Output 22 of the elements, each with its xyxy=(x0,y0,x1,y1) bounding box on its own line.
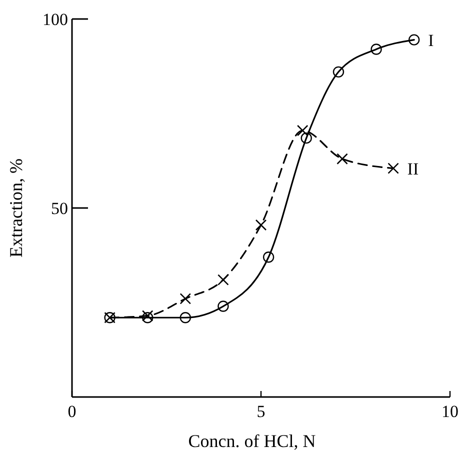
point xyxy=(336,153,348,165)
point xyxy=(408,34,420,46)
point xyxy=(180,312,191,324)
point xyxy=(255,219,267,231)
x-tick-label: 5 xyxy=(256,402,266,421)
point xyxy=(218,274,229,286)
point xyxy=(218,300,229,312)
x-tick-label: 10 xyxy=(442,402,458,421)
y-tick-label: 50 xyxy=(51,199,68,218)
y-tick-label: 100 xyxy=(42,10,68,29)
point xyxy=(388,162,399,174)
x-tick-label: 0 xyxy=(68,402,76,421)
x-axis-title: Concn. of HCl, N xyxy=(188,431,316,451)
point xyxy=(296,124,308,136)
point xyxy=(300,132,312,144)
series-label: II xyxy=(407,159,419,178)
point xyxy=(262,252,274,263)
y-axis-title: Extraction, % xyxy=(6,158,26,258)
point xyxy=(332,66,344,78)
series-label: I xyxy=(428,30,434,50)
point xyxy=(180,293,192,304)
point xyxy=(370,44,382,55)
